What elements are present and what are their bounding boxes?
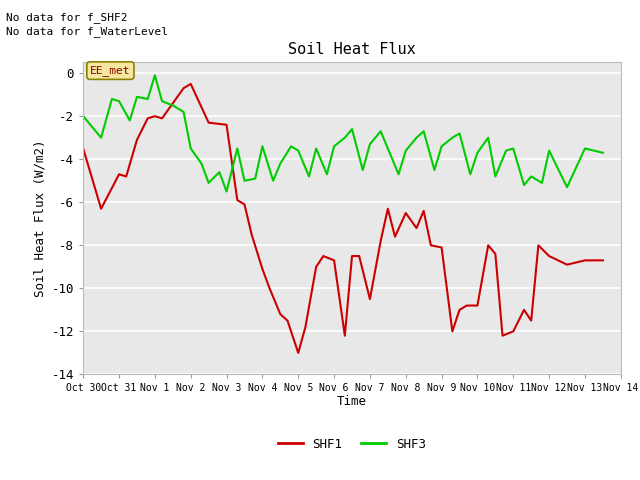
- Text: No data for f_WaterLevel: No data for f_WaterLevel: [6, 26, 168, 37]
- Text: EE_met: EE_met: [90, 65, 131, 76]
- Text: No data for f_SHF2: No data for f_SHF2: [6, 12, 128, 23]
- Legend: SHF1, SHF3: SHF1, SHF3: [273, 432, 431, 456]
- Title: Soil Heat Flux: Soil Heat Flux: [288, 42, 416, 57]
- X-axis label: Time: Time: [337, 395, 367, 408]
- Y-axis label: Soil Heat Flux (W/m2): Soil Heat Flux (W/m2): [33, 140, 46, 297]
